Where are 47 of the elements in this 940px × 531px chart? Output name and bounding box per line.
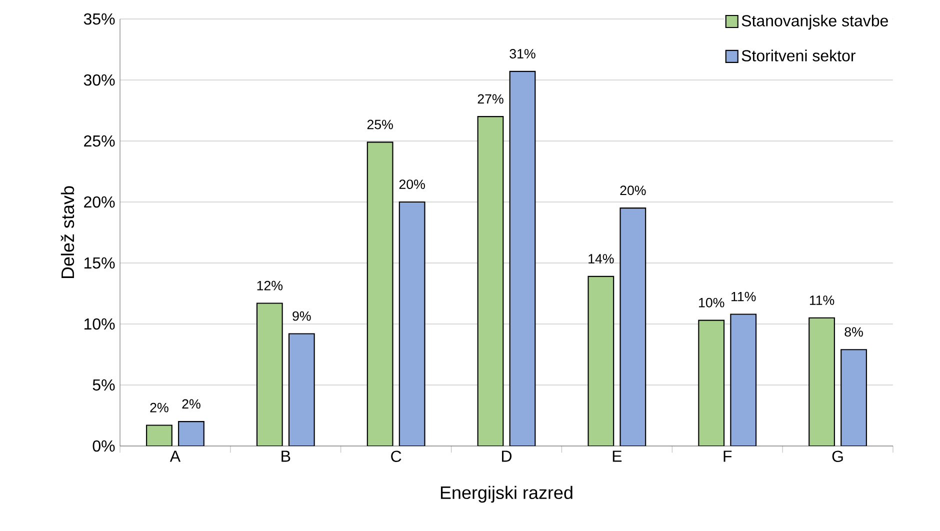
data-label: 20% [399, 180, 425, 190]
bar [366, 142, 394, 446]
bar [509, 70, 536, 446]
bar [477, 116, 504, 446]
data-label: 31% [510, 49, 536, 58]
data-label: 12% [257, 280, 283, 290]
y-tick-label: 20% [84, 196, 115, 208]
x-axis-title: Energijski razred [440, 486, 572, 503]
y-tick-label: 30% [84, 74, 115, 86]
bar [730, 314, 757, 446]
y-tick-label: 5% [92, 379, 115, 391]
y-tick-label: 15% [84, 257, 115, 269]
data-label: 11% [810, 296, 834, 305]
bar [178, 421, 204, 446]
bar [840, 349, 867, 446]
data-label: 14% [588, 254, 614, 264]
legend-label: Stanovanjske stavbe [742, 14, 888, 30]
x-tick-label: C [391, 450, 402, 462]
y-tick-label: 25% [84, 135, 115, 147]
y-tick-label: 35% [84, 13, 115, 25]
data-label: 8% [844, 327, 863, 337]
bar [398, 201, 426, 446]
data-label: 27% [478, 94, 504, 104]
y-tick-label: 10% [84, 318, 115, 330]
x-tick-label: A [170, 450, 181, 462]
x-tick-label: G [832, 450, 843, 462]
legend-label: Storitveni sektor [742, 50, 856, 62]
x-tick-label: B [282, 450, 290, 462]
data-label: 9% [292, 311, 311, 321]
y-tick-label: 0% [92, 440, 115, 452]
x-tick-label: D [502, 450, 512, 462]
data-label: 11% [732, 292, 756, 302]
data-label: 10% [699, 298, 724, 308]
data-label: 2% [182, 399, 200, 409]
data-label: 25% [367, 120, 393, 130]
data-label: 2% [150, 402, 168, 412]
bar [620, 208, 646, 446]
bar [256, 302, 283, 446]
data-label: 20% [620, 186, 646, 196]
x-tick-label: E [612, 450, 622, 462]
bar [808, 317, 835, 446]
bar [288, 333, 315, 446]
bar [698, 320, 725, 446]
y-axis-title: Delež stavb [60, 186, 74, 278]
bar [588, 276, 614, 446]
x-tick-label: F [724, 450, 732, 462]
bar [146, 424, 172, 446]
